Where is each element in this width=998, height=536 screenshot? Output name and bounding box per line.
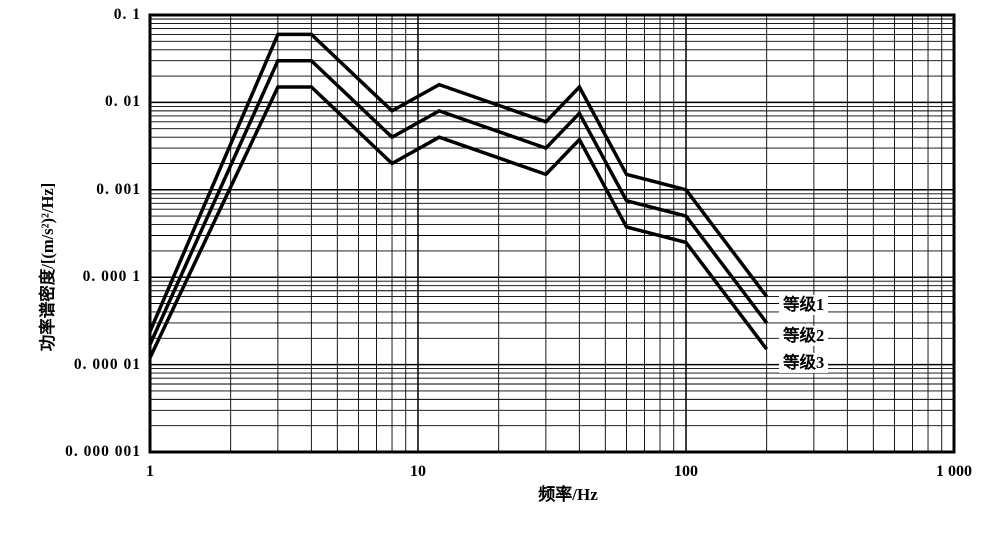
y-tick-label: 0. 1 (113, 6, 141, 23)
series-line-2 (148, 58, 769, 346)
legend-label-2: 等级2 (779, 325, 829, 347)
series-line-1 (148, 32, 769, 333)
legend-label-3: 等级3 (779, 352, 829, 374)
y-tick-label: 0. 000 1 (82, 268, 141, 286)
legend-label-1: 等级1 (779, 294, 829, 316)
x-tick-label: 100 (674, 463, 698, 480)
x-tick-label: 1 000 (936, 463, 972, 480)
y-tick-label: 0. 01 (105, 93, 141, 111)
x-tick-label: 1 (146, 463, 154, 480)
series-line-3 (148, 85, 769, 359)
y-tick-label: 0. 001 (96, 180, 141, 198)
x-axis-title: 频率/Hz (538, 485, 598, 504)
y-tick-label: 0. 000 001 (65, 443, 141, 460)
x-tick-label: 10 (410, 463, 426, 480)
plot-border (148, 13, 956, 454)
y-tick-label: 0. 000 01 (73, 355, 141, 373)
y-axis-title: 功率谱密度/[(m/s²)²/Hz] (38, 182, 57, 352)
